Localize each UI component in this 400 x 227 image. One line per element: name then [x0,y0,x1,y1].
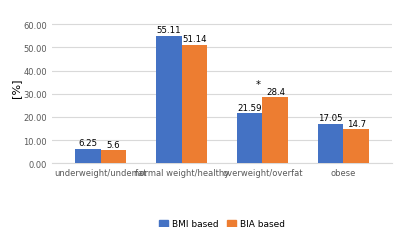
Text: 28.4: 28.4 [266,88,285,97]
Y-axis label: [%]: [%] [11,78,21,97]
Text: 5.6: 5.6 [107,140,120,149]
Bar [182,46,208,163]
Legend: BMI based, BIA based: BMI based, BIA based [156,216,288,227]
Bar [344,130,369,163]
Text: 17.05: 17.05 [318,114,343,123]
Bar [318,124,344,163]
Text: 14.7: 14.7 [347,119,366,128]
Text: 51.14: 51.14 [182,35,207,44]
Text: 6.25: 6.25 [78,139,97,148]
Bar [236,114,262,163]
Bar [75,149,100,163]
Bar [262,98,288,163]
Bar [100,151,126,163]
Text: 55.11: 55.11 [156,26,181,35]
Text: *: * [256,80,261,90]
Text: 21.59: 21.59 [237,103,262,112]
Bar [156,37,182,163]
